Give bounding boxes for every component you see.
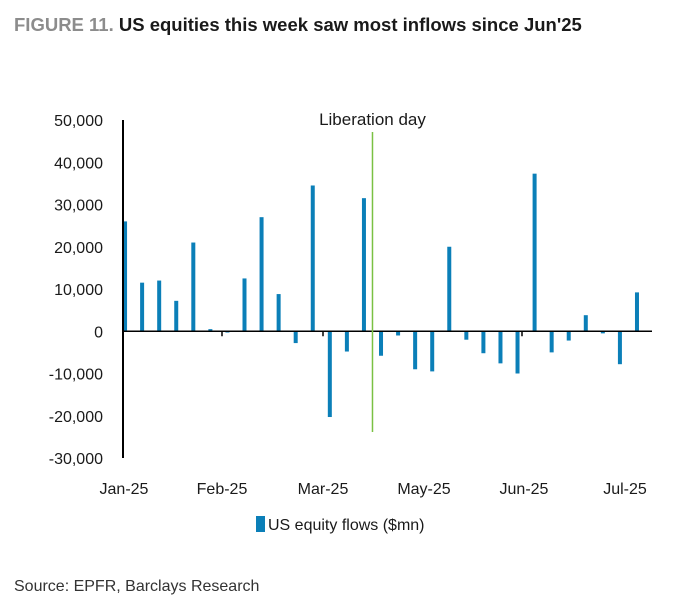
bar (515, 331, 520, 374)
y-tick-label: 20,000 (54, 240, 103, 257)
bar (464, 331, 469, 340)
figure-title: US equities this week saw most inflows s… (118, 14, 582, 35)
bar (600, 331, 605, 334)
y-axis-ticks: 50,000 40,000 30,000 20,000 10,000 0 -10,000 -2… (49, 113, 103, 468)
axes (122, 120, 652, 458)
x-tick-label: May-25 (397, 481, 450, 498)
bar (191, 242, 196, 332)
x-tick-label: Feb-25 (197, 481, 248, 498)
y-tick-label: 40,000 (54, 155, 103, 172)
bar (396, 331, 401, 336)
bar (617, 331, 622, 365)
bar (379, 331, 384, 356)
bar (447, 246, 452, 332)
chart-title: FIGURE 11. US equities this week saw mos… (14, 14, 582, 36)
bar (361, 198, 366, 332)
y-tick-label: -10,000 (49, 367, 103, 384)
bar (430, 331, 435, 372)
bar (344, 331, 349, 352)
bar (566, 331, 571, 341)
bar (208, 329, 213, 332)
legend: US equity flows ($mn) (256, 516, 425, 534)
bar (140, 282, 145, 332)
liberation-day-label: Liberation day (319, 110, 426, 129)
figure-label: FIGURE 11. (14, 14, 114, 35)
y-tick-label: 30,000 (54, 198, 103, 215)
bar (259, 217, 264, 332)
legend-swatch (256, 516, 265, 532)
x-tick-label: Jun-25 (500, 481, 549, 498)
bar (242, 278, 247, 332)
bar (634, 292, 639, 332)
y-tick-label: 10,000 (54, 282, 103, 299)
bar (293, 331, 298, 344)
source-note: Source: EPFR, Barclays Research (14, 578, 260, 595)
bar (276, 294, 281, 332)
bar (327, 331, 332, 418)
bars (123, 173, 639, 418)
bar (413, 331, 418, 370)
x-axis-ticks: Jan-25 Feb-25 Mar-25 May-25 Jun-25 Jul-25 (100, 481, 647, 498)
x-tick-label: Jul-25 (603, 481, 647, 498)
y-tick-label: 0 (94, 324, 103, 341)
x-tick-label: Mar-25 (298, 481, 349, 498)
bar (174, 300, 179, 332)
bar (583, 315, 588, 332)
bar (157, 280, 162, 332)
bar (481, 331, 486, 354)
bar (123, 221, 128, 332)
y-tick-label: 50,000 (54, 113, 103, 130)
y-tick-label: -30,000 (49, 451, 103, 468)
legend-label: US equity flows ($mn) (268, 517, 425, 534)
y-tick-label: -20,000 (49, 409, 103, 426)
bar (532, 173, 537, 332)
bar (498, 331, 503, 364)
x-tick-label: Jan-25 (100, 481, 149, 498)
bar (549, 331, 554, 353)
bar (310, 185, 315, 332)
annotations: Liberation day (319, 110, 426, 432)
